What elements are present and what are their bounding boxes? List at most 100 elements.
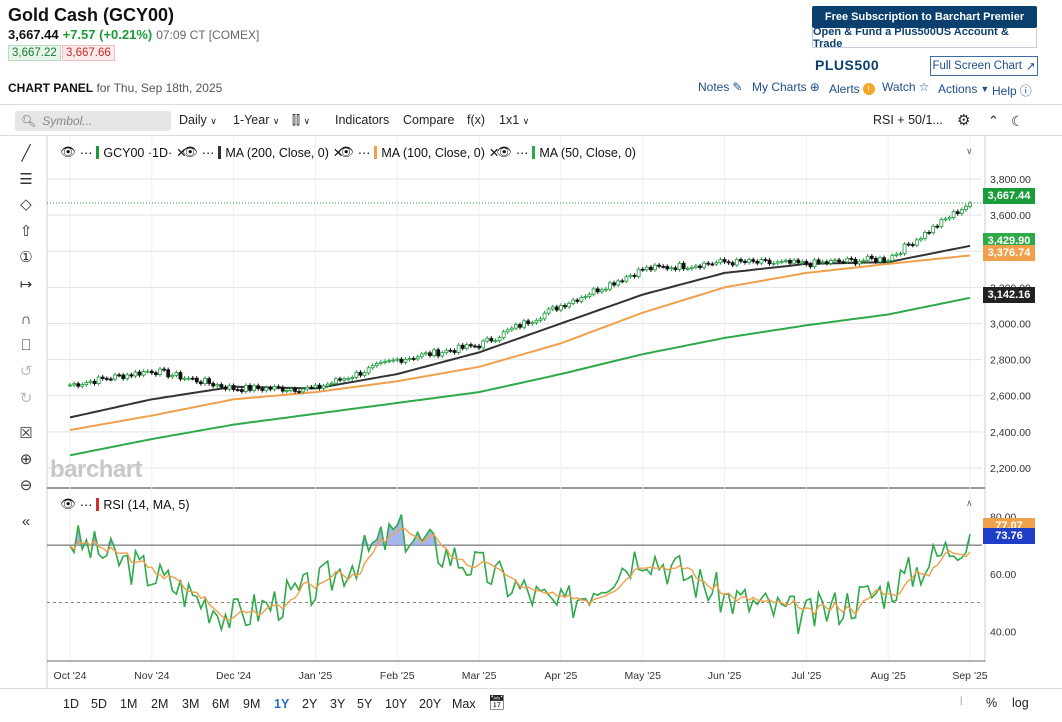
chevron-up-icon[interactable]: ∧ (966, 498, 973, 508)
range-2y-button[interactable]: 2Y (302, 697, 318, 711)
range-5y-button[interactable]: 5Y (357, 697, 373, 711)
candle-body (415, 356, 420, 360)
more-icon[interactable]: ⋯ (79, 146, 93, 160)
indicators-button[interactable]: Indicators (335, 113, 390, 127)
interval-select[interactable]: Daily ∨ (179, 113, 217, 127)
more-icon[interactable]: ⋯ (515, 146, 529, 160)
range-5d-button[interactable]: 5D (91, 697, 107, 711)
candle-body (681, 262, 686, 270)
zoom-out-icon[interactable]: ⊖ (19, 477, 33, 494)
fx-button[interactable]: f(x) (467, 113, 486, 127)
candle-body (816, 259, 821, 264)
study-template-select[interactable]: RSI + 50/1... (873, 113, 943, 127)
more-icon[interactable]: ⋯ (79, 498, 93, 512)
candle-body (878, 257, 882, 263)
range-2m-button[interactable]: 2M (151, 697, 169, 711)
symbol-search-input[interactable]: 🔍︎ Symbol... (15, 111, 171, 131)
calendar-icon[interactable]: 📅︎ (488, 694, 506, 710)
candle-body (497, 337, 502, 342)
bottom-separator: | (960, 695, 963, 705)
undo-icon[interactable]: ↺ (19, 363, 33, 380)
candle-body (223, 386, 228, 390)
candle-body (734, 259, 739, 266)
chevron-down-icon[interactable]: ∨ (966, 146, 973, 156)
price-chart[interactable]: 3,800.003,600.003,400.003,200.003,000.00… (0, 136, 1062, 688)
percent-scale-toggle[interactable]: % (986, 696, 998, 710)
log-scale-toggle[interactable]: log (1012, 696, 1029, 710)
range-1y-button[interactable]: 1Y (274, 697, 290, 711)
full-screen-chart-button[interactable]: Full Screen Chart ↗ (930, 56, 1038, 76)
range-10y-button[interactable]: 10Y (385, 697, 408, 711)
edit-icon: ✎ (732, 80, 743, 94)
dark-mode-moon-icon[interactable]: ☾ (1011, 113, 1024, 129)
settings-gear-icon[interactable]: ⚙ (957, 112, 971, 129)
range-20y-button[interactable]: 20Y (419, 697, 442, 711)
legend-rsi[interactable]: 👁︎ ⋯ RSI (14, MA, 5) (60, 497, 190, 512)
candle-body (546, 308, 551, 314)
candle-body (432, 349, 436, 356)
candle-body (485, 337, 490, 342)
layout-select[interactable]: 1x1 ∨ (499, 113, 529, 127)
alerts-button[interactable]: Alerts! (829, 82, 875, 96)
chart-type-select[interactable]: ⫿⫿ ∨ (292, 113, 310, 128)
legend-symbol[interactable]: 👁︎ ⋯ GCY00 ·1D· ✕ (60, 145, 187, 160)
eye-icon[interactable]: 👁︎ (338, 145, 354, 159)
lock-icon[interactable]: ⎕ (21, 337, 31, 354)
arrow-tool-icon[interactable]: ⇧ (19, 223, 33, 240)
candle-body (145, 370, 150, 373)
measure-tool-icon[interactable]: ↦ (19, 276, 33, 293)
watch-button[interactable]: Watch ☆ (882, 80, 929, 94)
help-button[interactable]: Help ⓘ (992, 82, 1032, 99)
range-9m-button[interactable]: 9M (243, 697, 261, 711)
collapse-sidebar-icon[interactable]: « (21, 513, 31, 530)
candle-body (440, 352, 445, 357)
trendline-tool-icon[interactable]: ╱ (21, 145, 31, 162)
candle-body (759, 259, 764, 264)
fibonacci-tool-icon[interactable]: ☰ (19, 171, 33, 188)
collapse-up-icon[interactable]: ⌃ (988, 113, 999, 128)
close-icon[interactable]: ✕ (488, 146, 500, 160)
range-1m-button[interactable]: 1M (120, 697, 138, 711)
magnet-icon[interactable]: ∩ (20, 311, 32, 328)
eye-icon[interactable]: 👁︎ (496, 145, 512, 159)
plus500-promo-link[interactable]: Open & Fund a Plus500US Account & Trade (812, 26, 1037, 50)
candle-body (706, 262, 711, 265)
candle-body (853, 258, 858, 265)
eye-icon[interactable]: 👁︎ (60, 145, 76, 159)
legend-ma100[interactable]: 👁︎ ⋯ MA (100, Close, 0) ✕ (338, 145, 499, 160)
legend-ma200[interactable]: 👁︎ ⋯ MA (200, Close, 0) ✕ (182, 145, 343, 160)
eye-icon[interactable]: 👁︎ (182, 145, 198, 159)
range-3m-button[interactable]: 3M (182, 697, 200, 711)
trash-icon[interactable]: ☒ (19, 425, 33, 442)
range-1d-button[interactable]: 1D (63, 697, 79, 711)
more-icon[interactable]: ⋯ (201, 146, 215, 160)
actions-menu[interactable]: Actions ▼ (938, 82, 989, 96)
plus500-logo[interactable]: PLUS500 (815, 57, 880, 73)
candle-body (448, 349, 453, 352)
shape-tool-icon[interactable]: ◇ (20, 196, 32, 213)
candle-body (170, 374, 175, 378)
candle-body (428, 352, 432, 356)
legend-ma50[interactable]: 👁︎ ⋯ MA (50, Close, 0) (496, 145, 636, 160)
notes-button[interactable]: Notes ✎ (698, 80, 742, 94)
compare-button[interactable]: Compare (403, 113, 455, 127)
time-axis-label: Jun '25 (708, 670, 742, 682)
candle-body (563, 305, 567, 308)
more-icon[interactable]: ⋯ (357, 146, 371, 160)
range-6m-button[interactable]: 6M (212, 697, 230, 711)
candle-body (689, 266, 694, 269)
redo-icon[interactable]: ↻ (19, 390, 33, 407)
range-3y-button[interactable]: 3Y (330, 697, 346, 711)
zoom-in-icon[interactable]: ⊕ (19, 451, 33, 468)
annotation-tool-icon[interactable]: ① (19, 249, 33, 266)
price-change: +7.57 (+0.21%) (62, 27, 153, 42)
premier-promo-button[interactable]: Free Subscription to Barchart Premier (812, 6, 1037, 28)
eye-icon[interactable]: 👁︎ (60, 497, 76, 511)
candle-body (444, 349, 449, 354)
range-max-button[interactable]: Max (452, 697, 476, 711)
close-icon[interactable]: ✕ (332, 146, 344, 160)
candle-body (473, 345, 477, 348)
period-select[interactable]: 1-Year ∨ (233, 113, 279, 127)
my-charts-button[interactable]: My Charts ⊕ (752, 80, 820, 94)
close-icon[interactable]: ✕ (176, 146, 187, 160)
